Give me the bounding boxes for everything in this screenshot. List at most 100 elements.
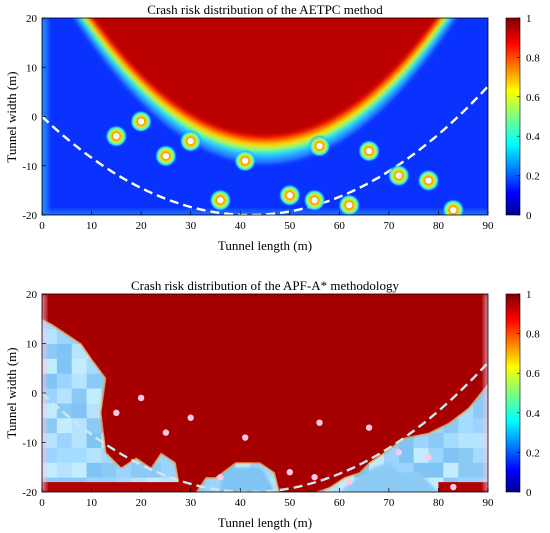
y-tick-label: 10 bbox=[26, 62, 38, 74]
risk-cell bbox=[56, 402, 73, 419]
risk-cell bbox=[86, 373, 102, 389]
wall-glow bbox=[42, 210, 488, 215]
x-tick-label: 70 bbox=[383, 220, 395, 232]
x-tick-label: 90 bbox=[483, 497, 495, 509]
risk-cell bbox=[443, 462, 459, 478]
heatmap-area bbox=[42, 294, 488, 492]
risk-cell bbox=[56, 388, 73, 404]
risk-cell bbox=[428, 462, 444, 478]
colorbar-tick-label: 0.4 bbox=[526, 408, 540, 420]
obstacle-marker bbox=[417, 169, 440, 192]
high-risk-region bbox=[42, 294, 488, 492]
obstacle-marker bbox=[450, 483, 457, 491]
risk-cell bbox=[86, 402, 102, 419]
risk-cell bbox=[71, 343, 88, 359]
risk-cell bbox=[428, 447, 444, 463]
obstacle-marker bbox=[358, 139, 381, 162]
obstacle-marker bbox=[217, 473, 224, 481]
x-axis-label: Tunnel length (m) bbox=[218, 515, 312, 530]
colorbar-tick-label: 0.8 bbox=[526, 329, 540, 341]
x-tick-label: 50 bbox=[284, 220, 296, 232]
x-tick-label: 10 bbox=[86, 220, 98, 232]
x-tick-label: 0 bbox=[39, 497, 45, 509]
risk-cell bbox=[56, 417, 73, 434]
risk-cell bbox=[71, 432, 88, 448]
colorbar-tick-label: 0.4 bbox=[526, 131, 540, 143]
obstacle-marker bbox=[303, 189, 326, 212]
y-tick-label: 0 bbox=[32, 112, 38, 124]
x-tick-label: 40 bbox=[235, 220, 247, 232]
x-tick-label: 40 bbox=[235, 497, 247, 509]
obstacle-marker bbox=[308, 135, 331, 158]
obstacle-marker bbox=[130, 110, 153, 133]
obstacle-marker bbox=[187, 414, 194, 421]
risk-cell bbox=[383, 447, 400, 463]
risk-cell bbox=[71, 462, 88, 478]
y-tick-label: 0 bbox=[32, 388, 38, 400]
risk-cell bbox=[56, 447, 73, 463]
obstacle-marker bbox=[346, 478, 353, 486]
obstacle-marker bbox=[209, 189, 232, 212]
high-risk-region bbox=[438, 482, 488, 492]
obstacle-marker bbox=[105, 125, 128, 148]
obstacle-marker bbox=[179, 130, 202, 153]
x-tick-label: 30 bbox=[185, 220, 197, 232]
risk-cell bbox=[458, 417, 474, 434]
risk-cell bbox=[86, 462, 102, 478]
risk-cell bbox=[458, 447, 474, 463]
colorbar-tick-label: 0 bbox=[526, 210, 532, 222]
y-tick-label: -20 bbox=[22, 210, 37, 222]
y-axis-label: Tunnel width (m) bbox=[4, 71, 19, 162]
risk-cell bbox=[458, 462, 474, 478]
x-tick-label: 90 bbox=[483, 220, 495, 232]
risk-cell bbox=[443, 447, 459, 463]
obstacle-marker bbox=[311, 473, 318, 481]
obstacle-marker bbox=[316, 419, 323, 426]
x-tick-label: 50 bbox=[284, 497, 296, 509]
obstacle-marker bbox=[241, 434, 249, 441]
obstacle-marker bbox=[113, 409, 120, 416]
obstacle-marker bbox=[154, 144, 177, 167]
obstacle-marker bbox=[234, 149, 257, 172]
risk-cell bbox=[56, 358, 73, 374]
obstacle-marker bbox=[162, 429, 170, 436]
obstacle-marker bbox=[387, 164, 410, 187]
risk-cell bbox=[413, 432, 430, 448]
x-tick-label: 80 bbox=[433, 220, 445, 232]
risk-cell bbox=[71, 373, 88, 389]
low-risk-gap bbox=[339, 462, 439, 492]
colorbar-tick-label: 0.6 bbox=[526, 92, 540, 104]
planned-path bbox=[42, 85, 488, 215]
planned-path bbox=[42, 361, 488, 492]
panel-aetpc: Crash risk distribution of the AETPC met… bbox=[4, 2, 540, 253]
chart-title: Crash risk distribution of the AETPC met… bbox=[147, 2, 383, 17]
high-risk-region bbox=[42, 482, 191, 492]
y-tick-label: 20 bbox=[26, 13, 38, 25]
risk-cell bbox=[131, 462, 147, 478]
y-tick-label: -10 bbox=[22, 161, 37, 173]
colorbar-tick-label: 0.2 bbox=[526, 447, 540, 459]
risk-cell bbox=[398, 447, 415, 463]
risk-cell bbox=[86, 432, 102, 448]
risk-cell bbox=[71, 388, 88, 404]
risk-cell bbox=[428, 432, 444, 448]
obstacle-marker bbox=[442, 199, 465, 215]
risk-cell bbox=[205, 477, 221, 492]
risk-cell bbox=[101, 462, 117, 478]
colorbar bbox=[505, 17, 521, 216]
panel-apf-astar: Crash risk distribution of the APF-A* me… bbox=[4, 278, 540, 530]
x-tick-label: 20 bbox=[136, 497, 148, 509]
obstacle-marker bbox=[286, 469, 293, 476]
risk-cell bbox=[160, 462, 177, 478]
x-tick-label: 30 bbox=[185, 497, 197, 509]
risk-cell bbox=[71, 358, 88, 374]
colorbar-tick-label: 0.6 bbox=[526, 368, 540, 380]
obstacle-marker bbox=[137, 394, 145, 402]
heatmap-area bbox=[42, 18, 488, 215]
obstacle-marker bbox=[395, 449, 402, 456]
risk-cell bbox=[86, 417, 102, 434]
low-risk-gap bbox=[220, 467, 275, 492]
y-tick-label: 10 bbox=[26, 339, 38, 351]
x-axis-label: Tunnel length (m) bbox=[218, 238, 312, 253]
